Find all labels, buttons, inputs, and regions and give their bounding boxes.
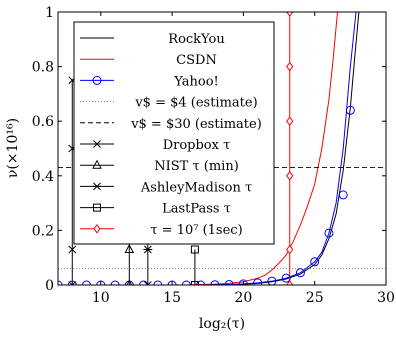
legend-label: LastPass τ — [162, 202, 231, 217]
data-point-ashleymadison — [143, 245, 153, 254]
data-point-yahoo — [181, 280, 191, 285]
data-point-nist-min — [126, 279, 133, 285]
data-point-yahoo — [82, 280, 92, 285]
data-point-10-1sec — [286, 12, 294, 17]
legend-item-rockyou: RockYou — [80, 32, 225, 47]
y-tick-label: 0 — [45, 278, 54, 294]
x-tick-label: 30 — [377, 290, 395, 306]
data-point-dropbox — [68, 245, 77, 254]
legend-marker — [92, 159, 102, 169]
data-point-yahoo — [110, 280, 120, 285]
data-point-yahoo — [338, 190, 348, 200]
series-line-csdn — [58, 12, 339, 285]
legend-marker — [92, 182, 102, 191]
legend-label: v$ = $4 (estimate) — [134, 96, 257, 111]
legend-marker — [92, 75, 102, 85]
data-point-yahoo — [295, 268, 305, 278]
legend-label: τ = 10⁷ (1sec) — [150, 223, 242, 238]
data-point-dropbox — [68, 281, 77, 285]
legend-label: v$ = $30 (estimate) — [130, 117, 262, 132]
y-tick-label: 1 — [45, 5, 54, 21]
y-tick-label: 0.4 — [32, 169, 54, 185]
legend-item-10-1sec: τ = 10⁷ (1sec) — [80, 223, 243, 238]
data-point-10-1sec — [286, 116, 294, 127]
legend-item-csdn: CSDN — [80, 53, 217, 68]
data-point-yahoo — [224, 279, 234, 285]
legend-item-lastpass: LastPass τ — [80, 202, 231, 217]
data-point-yahoo — [238, 279, 248, 285]
data-point-yahoo — [153, 280, 163, 285]
plot-frame — [57, 11, 387, 286]
legend-label: RockYou — [168, 32, 224, 47]
legend-label: Dropbox τ — [163, 138, 231, 153]
x-tick-label: 25 — [306, 290, 324, 306]
data-point-yahoo — [267, 276, 277, 285]
data-point-yahoo — [253, 278, 263, 285]
data-point-10-1sec — [286, 244, 294, 255]
data-point-yahoo — [281, 273, 291, 283]
legend-item-v-4-estimate: v$ = $4 (estimate) — [80, 96, 258, 111]
legend-item-nist-min: NIST τ (min) — [80, 159, 239, 174]
x-tick-label: 10 — [92, 290, 110, 306]
x-tick-label: 15 — [163, 290, 181, 306]
y-axis-label: ν(×10¹⁶) — [5, 118, 21, 178]
data-point-yahoo — [324, 228, 334, 238]
x-tick-label: 20 — [234, 290, 252, 306]
data-point-ashleymadison — [143, 281, 153, 285]
legend-item-yahoo: Yahoo! — [80, 74, 219, 89]
y-tick-label: 0.2 — [32, 223, 54, 239]
legend-label: Yahoo! — [173, 74, 219, 89]
legend-item-v-30-estimate: v$ = $30 (estimate) — [80, 117, 262, 132]
data-point-lastpass — [190, 281, 199, 285]
legend: RockYou CSDN Yahoo! v$ = $4 (estimate) v$ = … — [73, 21, 275, 245]
x-axis-label: log₂(τ) — [199, 316, 245, 332]
data-point-10-1sec — [286, 280, 294, 285]
data-point-yahoo — [310, 257, 320, 267]
data-point-yahoo — [139, 280, 149, 285]
data-point-lastpass — [190, 245, 199, 254]
data-point-nist-min — [124, 243, 135, 254]
data-point-10-1sec — [286, 170, 294, 181]
legend-label: NIST τ (min) — [154, 159, 239, 174]
data-point-yahoo — [345, 105, 355, 115]
y-tick-label: 0.8 — [32, 60, 54, 76]
legend-marker — [93, 203, 101, 212]
legend-marker — [93, 140, 101, 148]
legend-item-dropbox: Dropbox τ — [80, 138, 230, 153]
series-line-yahoo — [58, 12, 357, 285]
data-point-10-1sec — [286, 61, 294, 72]
legend-label: CSDN — [176, 53, 217, 68]
data-point-yahoo — [67, 280, 77, 285]
y-tick-label: 0.6 — [32, 114, 54, 130]
legend-item-ashleymadison: AshleyMadison τ — [80, 180, 252, 195]
data-point-yahoo — [196, 280, 206, 285]
legend-label: AshleyMadison τ — [140, 180, 252, 195]
legend-marker — [93, 223, 101, 234]
series-lines — [58, 12, 386, 285]
axis-ticks: 10 15 20 25 30 0 0.2 0.4 0.6 0.8 1 — [32, 5, 395, 306]
